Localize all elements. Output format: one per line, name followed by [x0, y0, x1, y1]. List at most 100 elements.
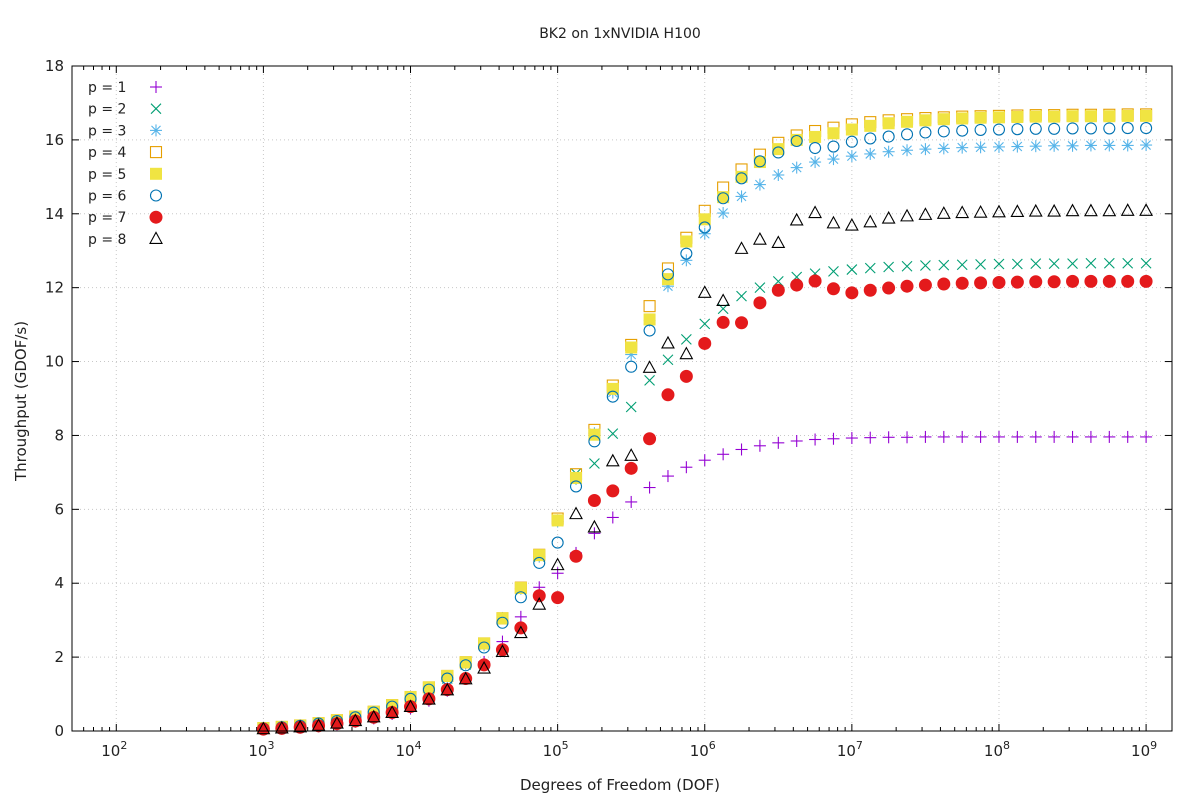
data-point [883, 261, 895, 273]
y-tick-label: 10 [45, 353, 64, 371]
x-tick-label: 102 [101, 739, 127, 760]
data-point-shape [661, 268, 675, 281]
data-point [533, 549, 546, 562]
data-point-shape [643, 432, 657, 446]
data-point [274, 720, 289, 734]
data-point-shape [882, 281, 896, 295]
data-point-shape [863, 283, 877, 297]
data-point [1103, 430, 1116, 443]
data-point-stroke [975, 259, 986, 270]
data-point-shape [900, 208, 914, 222]
data-point-shape [440, 682, 455, 696]
data-point-shape [937, 125, 950, 138]
data-point [661, 388, 675, 402]
data-point-shape [845, 123, 858, 136]
data-point [772, 143, 785, 156]
data-point-shape [826, 282, 840, 296]
data-point-shape [1121, 122, 1134, 135]
data-point [918, 278, 932, 292]
data-point [992, 111, 1005, 124]
data-point-shape [955, 276, 969, 290]
data-point [1085, 257, 1097, 269]
data-point [1084, 122, 1097, 135]
data-point [1066, 430, 1079, 443]
data-point-shape [956, 124, 969, 137]
data-point-shape [624, 461, 638, 475]
data-point [975, 259, 986, 270]
data-point-shape [459, 672, 473, 686]
legend-marker-stroke [151, 125, 161, 136]
data-point [826, 215, 841, 229]
data-point-shape [441, 669, 454, 682]
data-point [919, 143, 932, 156]
data-point [643, 324, 656, 337]
data-point [1121, 122, 1134, 135]
legend-label: p = 1 [88, 80, 126, 96]
data-point [1140, 122, 1153, 135]
data-point [974, 123, 987, 136]
data-point-stroke [755, 179, 765, 190]
data-point-stroke [828, 154, 839, 164]
data-point [606, 382, 619, 395]
data-point [881, 210, 896, 224]
data-point-stroke [810, 157, 820, 167]
data-point-shape [790, 134, 803, 148]
data-point [569, 549, 583, 563]
data-point [937, 113, 950, 126]
data-point-shape [790, 278, 804, 292]
data-point [661, 273, 674, 286]
data-point-shape [680, 235, 693, 248]
data-point [385, 706, 399, 720]
data-point [680, 235, 693, 248]
data-point [680, 461, 693, 474]
data-point-shape [735, 316, 749, 330]
data-point [901, 115, 914, 128]
data-point-shape [864, 132, 877, 145]
data-point-shape [679, 369, 693, 383]
data-point [863, 283, 877, 297]
data-point-stroke [699, 318, 711, 330]
data-point [256, 721, 271, 735]
data-point [845, 286, 859, 300]
legend-marker [149, 210, 163, 224]
data-point-shape [882, 130, 895, 143]
data-point-shape [734, 241, 749, 254]
data-point [589, 458, 600, 469]
data-point-shape [1065, 203, 1080, 217]
data-point-stroke [662, 354, 674, 366]
data-point-shape [919, 126, 932, 139]
data-point-shape [587, 519, 602, 533]
data-point-shape [698, 221, 711, 234]
data-point-shape [1047, 275, 1061, 289]
data-point [956, 124, 969, 137]
data-point [1067, 258, 1078, 270]
legend-marker-shape [149, 146, 163, 159]
data-point-shape [1139, 274, 1153, 288]
data-point [882, 431, 895, 444]
data-point [974, 111, 987, 124]
data-point [771, 283, 785, 297]
data-point [753, 296, 767, 310]
data-point-shape [845, 286, 859, 300]
data-point-shape [1028, 203, 1043, 217]
data-point-shape [844, 217, 859, 231]
data-point [993, 258, 1005, 270]
data-point [882, 281, 896, 295]
data-point [826, 282, 840, 296]
data-point-shape [863, 214, 878, 228]
data-point-shape [514, 621, 528, 635]
legend-marker-shape [149, 231, 163, 244]
data-point-shape [569, 506, 583, 520]
data-point [1066, 110, 1079, 123]
data-point-shape [752, 231, 767, 245]
data-point [790, 161, 803, 174]
data-point [918, 207, 933, 220]
data-point [1103, 139, 1116, 152]
data-point [992, 275, 1006, 289]
data-point [459, 672, 473, 686]
data-point [845, 150, 858, 163]
data-point-shape [992, 275, 1006, 289]
data-point [992, 123, 1006, 136]
data-point [1029, 430, 1042, 443]
